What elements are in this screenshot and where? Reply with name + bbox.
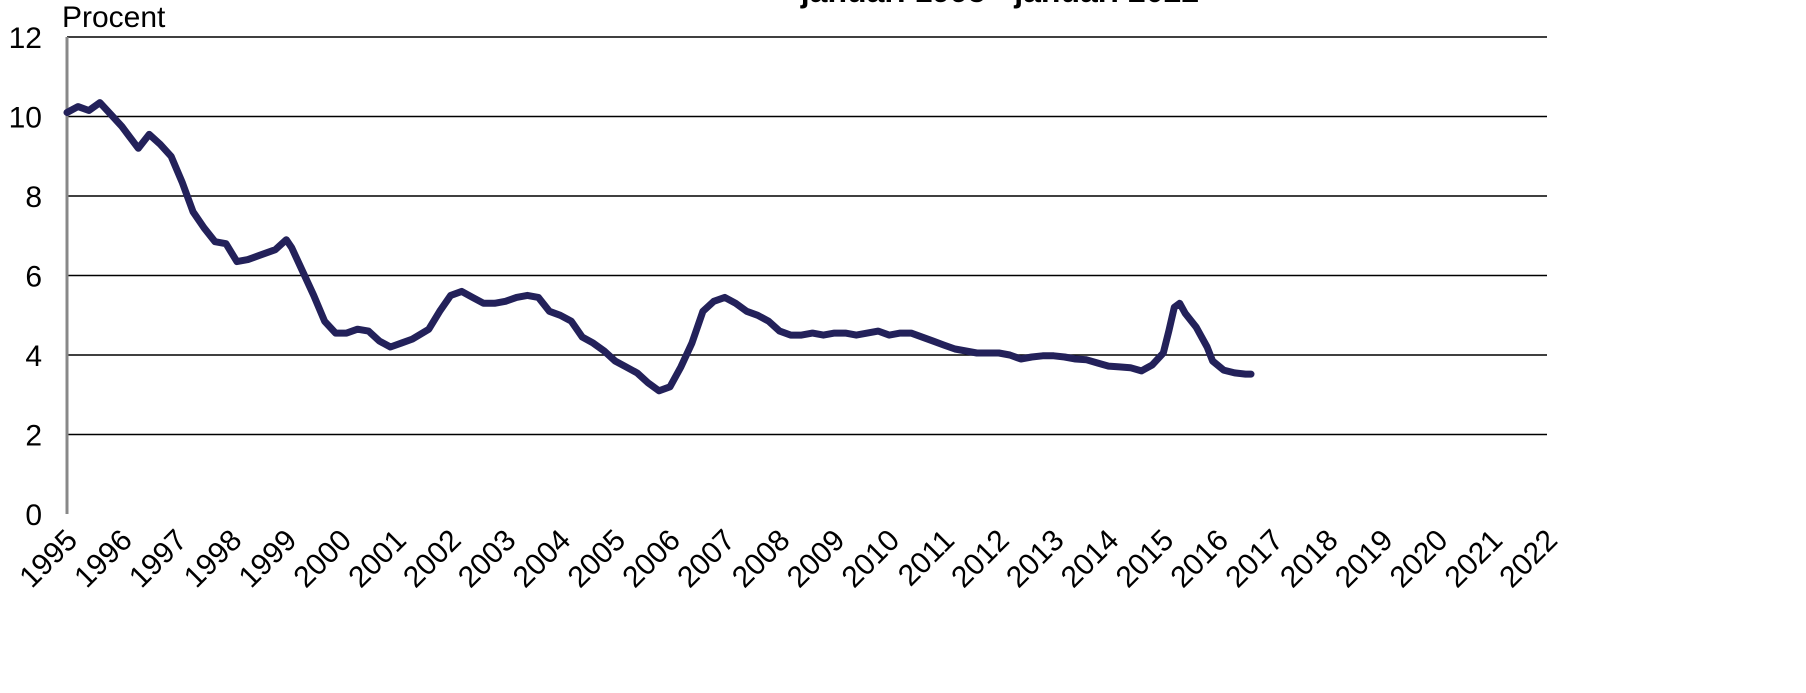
x-tick-label: 2001 — [342, 524, 413, 595]
x-tick-label: 1996 — [68, 524, 139, 595]
y-tick-label: 10 — [9, 102, 42, 135]
x-tick-label: 2010 — [836, 524, 907, 595]
x-tick-label: 2004 — [507, 524, 578, 595]
x-tick-label: 2011 — [892, 524, 961, 593]
x-tick-label: 2019 — [1329, 524, 1400, 595]
y-tick-labels: 0 2 4 6 8 10 12 — [9, 22, 42, 532]
x-tick-label: 2002 — [397, 524, 468, 595]
y-tick-label: 2 — [25, 420, 42, 453]
x-tick-label: 2008 — [726, 524, 797, 595]
x-tick-label: 2018 — [1274, 524, 1345, 595]
x-tick-label: 1995 — [13, 524, 84, 595]
x-tick-label: 2005 — [562, 524, 633, 595]
x-tick-label: 1999 — [233, 524, 304, 595]
series-line — [63, 99, 1255, 395]
y-tick-label: 8 — [25, 181, 42, 214]
x-tick-label: 2017 — [1219, 524, 1290, 595]
y-tick-label: 6 — [25, 261, 42, 294]
x-tick-label: 2006 — [616, 524, 687, 595]
x-tick-label: 2022 — [1493, 524, 1564, 595]
y-axis-label: Procent — [62, 1, 166, 34]
x-tick-label: 1997 — [123, 524, 194, 595]
x-tick-label: 2014 — [1055, 524, 1126, 595]
x-tick-label: 2021 — [1439, 524, 1510, 595]
y-tick-label: 0 — [25, 499, 42, 532]
x-tick-label: 2012 — [945, 524, 1016, 595]
x-tick-label: 2000 — [287, 524, 358, 595]
x-tick-label: 1998 — [178, 524, 249, 595]
y-tick-label: 4 — [25, 340, 42, 373]
x-tick-label: 2015 — [1110, 524, 1181, 595]
x-tick-label: 2020 — [1384, 524, 1455, 595]
x-tick-label: 2003 — [452, 524, 523, 595]
gridlines — [67, 36, 1547, 436]
x-tick-label: 2013 — [1000, 524, 1071, 595]
x-tick-labels: 1995199619971998199920002001200220032004… — [13, 524, 1564, 595]
x-tick-label: 2016 — [1165, 524, 1236, 595]
x-tick-label: 2009 — [781, 524, 852, 595]
y-tick-label: 12 — [9, 22, 42, 55]
chart-title: januari 1995 - januari 2022 — [800, 0, 1199, 9]
x-tick-label: 2007 — [671, 524, 742, 595]
